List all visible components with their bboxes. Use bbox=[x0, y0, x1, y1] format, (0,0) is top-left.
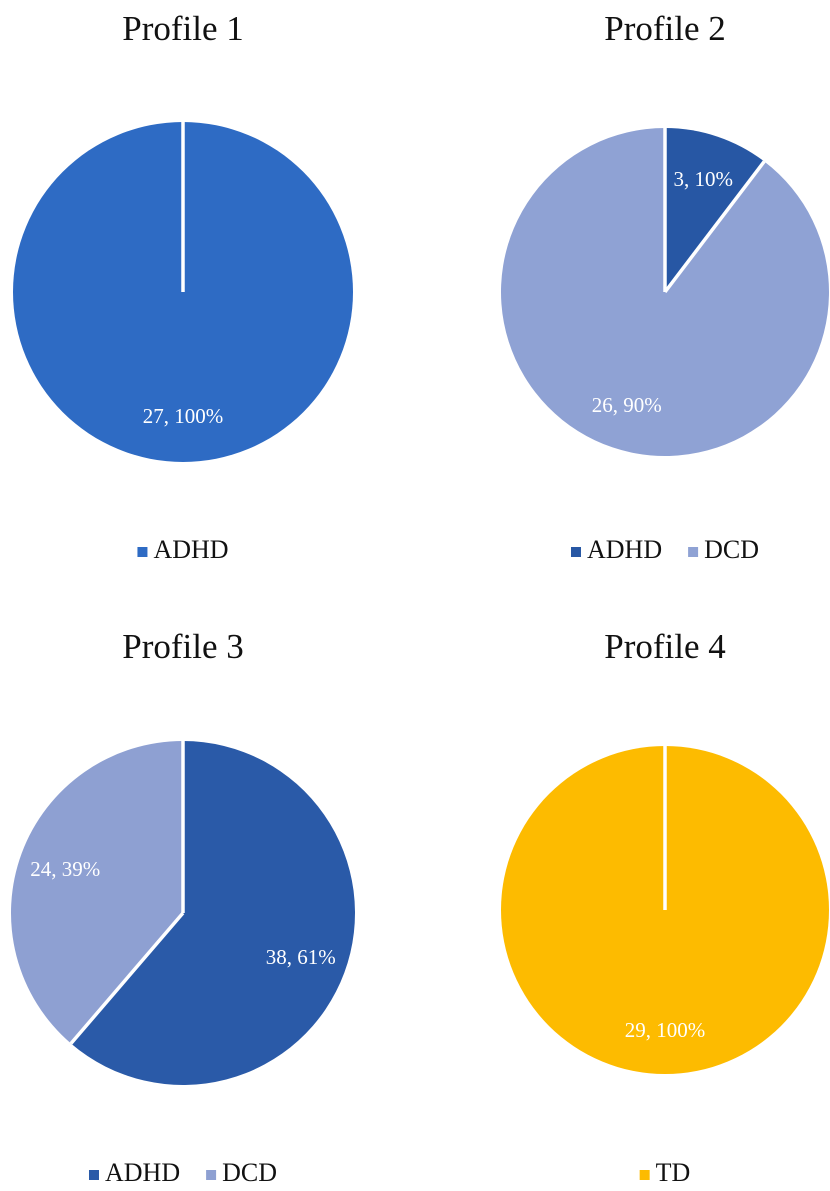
legend: ADHD DCD bbox=[88, 1158, 277, 1187]
data-label: 24, 39% bbox=[30, 857, 101, 882]
slice-label-box: 38, 61% bbox=[265, 944, 336, 969]
slice-label-box: 24, 39% bbox=[30, 857, 101, 882]
pie-slice bbox=[70, 741, 356, 1085]
slice-label-box: 26, 90% bbox=[591, 393, 662, 418]
legend-label: ADHD bbox=[105, 1158, 180, 1187]
data-label: 26, 90% bbox=[591, 393, 662, 418]
legend-label: DCD bbox=[222, 1158, 277, 1187]
data-label: 3, 10% bbox=[673, 166, 733, 191]
legend-label: ADHD bbox=[153, 535, 228, 564]
data-label: 29, 100% bbox=[624, 1017, 706, 1042]
legend-label: ADHD bbox=[587, 535, 662, 564]
data-label: 27, 100% bbox=[142, 404, 224, 429]
legend-swatch bbox=[137, 547, 148, 557]
slice-label-box: 27, 100% bbox=[142, 404, 224, 429]
legend-label: DCD bbox=[704, 535, 759, 564]
slice-label-box: 29, 100% bbox=[624, 1017, 706, 1042]
legend-swatch bbox=[206, 1170, 217, 1180]
legend-label: TD bbox=[656, 1158, 691, 1187]
legend-swatch bbox=[88, 1170, 99, 1180]
legend-swatch bbox=[639, 1170, 650, 1180]
chart-title: Profile 1 bbox=[122, 9, 244, 48]
legend: TD bbox=[639, 1158, 691, 1187]
legend-swatch bbox=[570, 547, 581, 557]
pie-slice bbox=[11, 741, 183, 1044]
slice-separator bbox=[69, 911, 185, 1045]
legend: ADHD DCD bbox=[570, 535, 759, 564]
data-label: 38, 61% bbox=[265, 944, 336, 969]
chart-title: Profile 4 bbox=[604, 627, 726, 666]
slice-separator bbox=[663, 160, 766, 294]
chart-title: Profile 2 bbox=[604, 9, 726, 48]
legend: ADHD bbox=[137, 535, 229, 564]
slice-label-box: 3, 10% bbox=[673, 166, 733, 191]
pie-slice bbox=[665, 128, 765, 292]
chart-title: Profile 3 bbox=[122, 627, 244, 666]
legend-swatch bbox=[688, 547, 699, 557]
